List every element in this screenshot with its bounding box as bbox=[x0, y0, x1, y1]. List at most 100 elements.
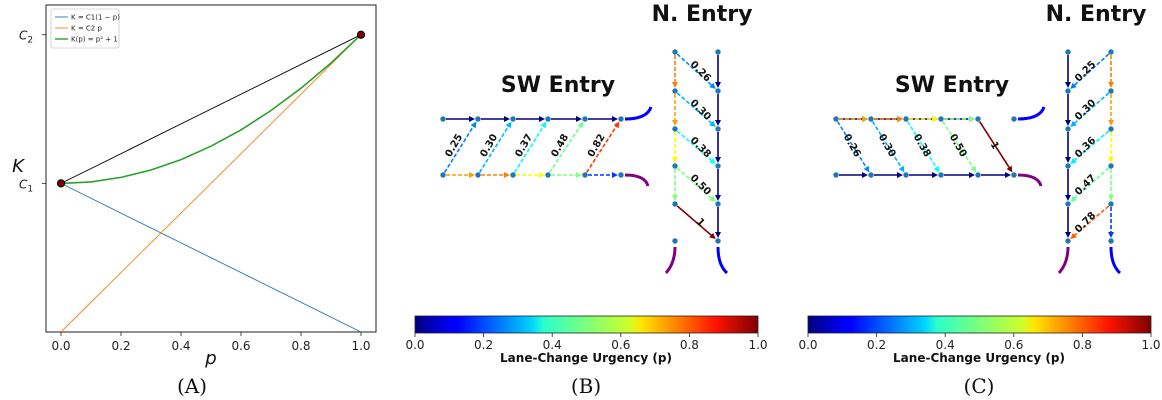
sw-top-lane-edge-head bbox=[576, 116, 582, 122]
sw-top-lane-edge-dashed-head bbox=[897, 116, 903, 122]
n-entry-title: N. Entry bbox=[1046, 2, 1147, 27]
graph-node bbox=[1108, 88, 1114, 94]
sw-bottom-lane-edge-head bbox=[897, 172, 903, 178]
colorbar-tick-label: 0.2 bbox=[474, 338, 493, 352]
weight-label: 1 bbox=[988, 140, 1001, 152]
colorbar-tick-label: 0.0 bbox=[798, 338, 817, 352]
graph-node bbox=[475, 116, 481, 122]
n-lane-change-edge-head bbox=[709, 195, 716, 203]
sw-lane-change-edge bbox=[513, 124, 545, 173]
graph-node bbox=[1108, 201, 1114, 207]
sw-bottom-lane-edge-head bbox=[539, 172, 545, 178]
legend: K = C1(1 − p) K = C2 p K(p) = p² + 1 bbox=[50, 8, 120, 49]
exit-curve bbox=[1057, 246, 1070, 275]
sw-bottom-lane-edge-head bbox=[969, 172, 975, 178]
x-tick-label: 0.0 bbox=[51, 339, 70, 353]
graph-node bbox=[545, 116, 551, 122]
series-line-2 bbox=[60, 34, 362, 333]
exit-curve bbox=[664, 246, 677, 275]
colorbar-label: Lane-Change Urgency (p) bbox=[500, 351, 672, 365]
legend-entry: K = C1(1 − p) bbox=[71, 14, 120, 22]
sw-lane-change-edge-head bbox=[470, 121, 477, 129]
legend-box bbox=[50, 8, 120, 49]
n-right-lane-edge-head bbox=[1108, 195, 1114, 201]
panel-a: 0.0 0.2 0.4 0.6 0.8 1.0 C1 C2 p K K = C1(1 − p… bbox=[12, 4, 377, 398]
legend-entry: K(p) = p² + 1 bbox=[71, 36, 118, 44]
sw-lane-change-edge-head bbox=[970, 165, 977, 173]
colorbar-tick-label: 0.6 bbox=[1004, 338, 1023, 352]
graph-node bbox=[1065, 163, 1071, 169]
sw-top-lane-edge-dashed-head bbox=[862, 116, 868, 122]
graph-node bbox=[715, 49, 721, 55]
graph-node bbox=[833, 172, 839, 178]
n-left-lane-edge-head bbox=[672, 82, 678, 88]
colorbar-ticks: 0.0 0.2 0.4 0.6 0.8 1.0 bbox=[405, 333, 768, 352]
graph-node bbox=[1065, 88, 1071, 94]
caption-b: (B) bbox=[571, 374, 601, 398]
n-left-lane-edge-head bbox=[1065, 82, 1071, 88]
plot-area bbox=[45, 4, 377, 333]
n-lane-change-edge bbox=[676, 53, 714, 87]
weight-label: 0.26 bbox=[841, 132, 863, 159]
graph-node bbox=[1065, 201, 1071, 207]
colorbar-tick-label: 1.0 bbox=[748, 338, 767, 352]
graph-node bbox=[1065, 126, 1071, 132]
x-tick-label: 0.8 bbox=[291, 339, 310, 353]
sw-bottom-lane-edge-head bbox=[932, 172, 938, 178]
sw-bottom-lane-edge-head bbox=[1005, 172, 1011, 178]
n-right-lane-edge-head bbox=[715, 82, 721, 88]
sw-top-lane-edge-dashed-head bbox=[969, 116, 975, 122]
sw-lane-change-edge-head bbox=[863, 165, 870, 173]
caption-a: (A) bbox=[177, 374, 207, 398]
exit-curve bbox=[1017, 106, 1046, 121]
plot-marks bbox=[56, 30, 366, 333]
sw-bottom-lane-edge-head bbox=[576, 172, 582, 178]
weight-label: 0.47 bbox=[1073, 173, 1098, 198]
n-lane-change-edge-head bbox=[709, 120, 716, 128]
n-lane-change-edge bbox=[1072, 167, 1110, 200]
sw-lane-change-edge-head bbox=[505, 121, 512, 129]
n-lane-change-edge-head bbox=[1070, 120, 1077, 128]
sw-top-lane-edge-head bbox=[504, 116, 510, 122]
n-lane-change-edge bbox=[1072, 53, 1110, 87]
n-left-lane-edge-head bbox=[1065, 195, 1071, 201]
graph-node bbox=[903, 116, 909, 122]
n-right-lane-edge-head bbox=[715, 195, 721, 201]
sw-lane-change-edge bbox=[941, 121, 975, 170]
n-right-lane-edge-head bbox=[715, 120, 721, 126]
x-tick-label: 0.2 bbox=[111, 339, 130, 353]
sw-bottom-lane-edge-head bbox=[504, 172, 510, 178]
sw-top-lane-edge-head bbox=[469, 116, 475, 122]
graph-node bbox=[715, 201, 721, 207]
graph-node bbox=[715, 126, 721, 132]
colorbar-tick-label: 0.8 bbox=[680, 338, 699, 352]
sw-lane-change-edge bbox=[478, 124, 510, 173]
n-left-lane-edge-head bbox=[1065, 120, 1071, 126]
sw-lane-change-edge-head bbox=[540, 121, 547, 129]
weight-label: 0.50 bbox=[947, 132, 969, 159]
graph-node bbox=[510, 116, 516, 122]
n-lane-change-edge bbox=[676, 167, 714, 200]
sw-bottom-lane-edge-head bbox=[862, 172, 868, 178]
exit-curve bbox=[1017, 173, 1043, 187]
series-line-4 bbox=[60, 34, 362, 184]
sw-lane-change-edge-head bbox=[577, 121, 584, 129]
n-lane-change-edge-head bbox=[1070, 157, 1077, 165]
graph-node bbox=[715, 88, 721, 94]
graph-node bbox=[1065, 238, 1071, 244]
y-tick-label: C2 bbox=[19, 29, 33, 46]
panel-b: SW Entry N. Entry 0.25 0.30 0.37 0.48 0.820.… bbox=[405, 2, 767, 398]
n-lane-change-edge bbox=[676, 92, 714, 125]
graph-node bbox=[672, 126, 678, 132]
graph-node bbox=[833, 116, 839, 122]
y-ticks: C1 C2 bbox=[19, 29, 46, 194]
graph-node bbox=[510, 172, 516, 178]
y-axis-label: K bbox=[12, 156, 25, 177]
series-line-3 bbox=[60, 34, 362, 185]
exit-curve bbox=[624, 173, 650, 187]
panel-c: SW Entry N. Entry 0.26 0.30 0.38 0.50 1 0.25 0… bbox=[798, 2, 1160, 398]
graph-node bbox=[975, 116, 981, 122]
sw-top-lane-edge-head bbox=[612, 116, 618, 122]
weight-label: 0.26 bbox=[688, 59, 713, 84]
